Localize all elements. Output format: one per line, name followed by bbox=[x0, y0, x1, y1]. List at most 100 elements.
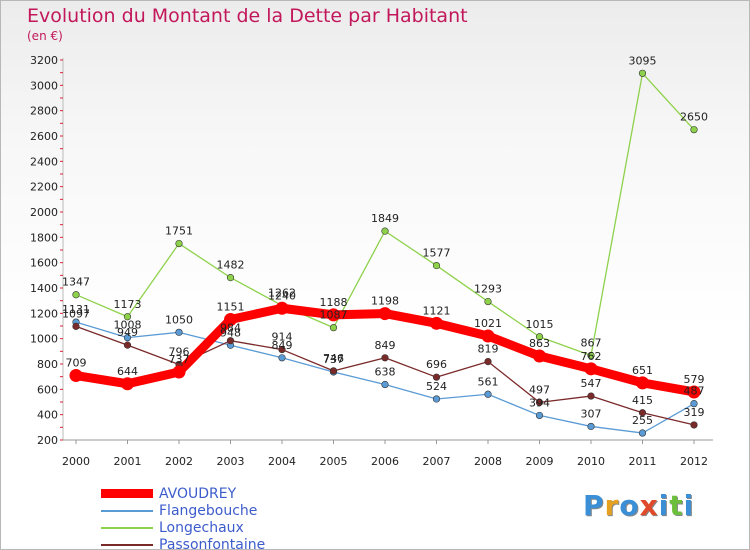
data-point-passonfontaine bbox=[72, 322, 80, 330]
data-label-flangebouche: 255 bbox=[632, 414, 653, 427]
y-tick-label: 2800 bbox=[30, 105, 58, 118]
x-tick-label: 2003 bbox=[217, 455, 245, 468]
data-label-passonfontaine: 819 bbox=[478, 343, 499, 356]
data-point-longechaux bbox=[226, 274, 235, 282]
data-label-flangebouche: 737 bbox=[323, 353, 344, 366]
y-tick-label: 200 bbox=[37, 434, 58, 447]
y-tick-label: 1000 bbox=[30, 333, 58, 346]
data-point-passonfontaine bbox=[535, 398, 544, 406]
data-point-longechaux bbox=[690, 126, 698, 134]
x-tick-label: 2006 bbox=[371, 455, 399, 468]
data-point-longechaux bbox=[123, 313, 132, 321]
data-label-avoudrey: 1188 bbox=[320, 296, 348, 309]
y-tick-label: 2400 bbox=[30, 155, 58, 168]
data-point-flangebouche bbox=[278, 354, 286, 362]
data-point-passonfontaine bbox=[381, 354, 389, 362]
data-label-flangebouche: 948 bbox=[220, 326, 241, 339]
value-labels: 1131 1008 1050 948 849 737 638 524 561 394 307 255 4… bbox=[62, 54, 708, 427]
data-point-flangebouche bbox=[123, 334, 132, 342]
x-tick-label: 2004 bbox=[268, 455, 296, 468]
y-tick-label: 2600 bbox=[30, 130, 58, 143]
data-point-flangebouche bbox=[638, 429, 647, 437]
y-tick-label: 800 bbox=[37, 358, 58, 371]
data-label-avoudrey: 762 bbox=[581, 350, 602, 363]
data-point-longechaux bbox=[72, 291, 80, 299]
data-point-avoudrey bbox=[481, 329, 495, 343]
data-point-flangebouche bbox=[535, 411, 544, 420]
legend-label: Longechaux bbox=[159, 519, 244, 536]
data-label-longechaux: 1849 bbox=[371, 212, 399, 225]
data-point-passonfontaine bbox=[432, 373, 441, 381]
data-label-passonfontaine: 746 bbox=[323, 352, 344, 365]
data-label-flangebouche: 849 bbox=[272, 339, 293, 352]
data-point-longechaux bbox=[175, 239, 183, 248]
data-point-longechaux bbox=[432, 261, 441, 270]
data-label-avoudrey: 863 bbox=[529, 337, 550, 350]
data-point-flangebouche bbox=[432, 395, 441, 403]
data-point-avoudrey bbox=[69, 369, 83, 383]
data-point-avoudrey bbox=[121, 377, 134, 391]
data-label-flangebouche: 487 bbox=[684, 385, 705, 398]
data-label-avoudrey: 1021 bbox=[474, 317, 502, 330]
legend-item: Flangebouche bbox=[101, 502, 265, 519]
data-label-passonfontaine: 319 bbox=[684, 406, 705, 419]
data-point-flangebouche bbox=[175, 328, 183, 336]
x-tick-label: 2001 bbox=[114, 455, 142, 468]
legend-item: Passonfontaine bbox=[101, 536, 266, 550]
data-label-longechaux: 867 bbox=[581, 337, 602, 350]
data-label-flangebouche: 638 bbox=[375, 366, 396, 379]
data-label-flangebouche: 307 bbox=[581, 407, 602, 420]
y-tick-label: 600 bbox=[37, 383, 58, 396]
data-label-avoudrey: 737 bbox=[169, 353, 190, 366]
y-tick-label: 2000 bbox=[30, 206, 58, 219]
data-label-longechaux: 1347 bbox=[62, 276, 90, 289]
proxiti-logo: Proxiti bbox=[583, 489, 695, 522]
data-point-passonfontaine bbox=[123, 341, 132, 349]
legend-swatch bbox=[101, 526, 153, 529]
data-point-passonfontaine bbox=[278, 345, 286, 354]
chart-subtitle: (en €) bbox=[27, 29, 63, 43]
data-point-avoudrey bbox=[224, 313, 237, 327]
data-point-avoudrey bbox=[533, 349, 546, 363]
data-point-longechaux bbox=[638, 69, 647, 77]
data-point-avoudrey bbox=[275, 301, 289, 315]
data-label-longechaux: 1577 bbox=[423, 247, 451, 260]
data-point-passonfontaine bbox=[690, 421, 698, 429]
legend-item: Longechaux bbox=[101, 519, 265, 536]
data-label-flangebouche: 1008 bbox=[114, 319, 142, 332]
data-label-avoudrey: 1151 bbox=[217, 301, 245, 314]
data-label-flangebouche: 394 bbox=[529, 396, 550, 409]
data-point-longechaux bbox=[587, 351, 595, 360]
data-label-flangebouche: 1131 bbox=[62, 303, 90, 316]
data-label-longechaux: 2650 bbox=[680, 111, 708, 124]
data-label-longechaux: 1087 bbox=[320, 309, 348, 322]
data-point-longechaux bbox=[484, 297, 492, 306]
data-point-avoudrey bbox=[172, 365, 186, 379]
x-tick-label: 2009 bbox=[526, 455, 554, 468]
data-point-longechaux bbox=[535, 333, 544, 341]
data-label-longechaux: 1482 bbox=[217, 259, 245, 272]
x-tick-label: 2007 bbox=[423, 455, 451, 468]
data-label-longechaux: 3095 bbox=[629, 54, 657, 67]
data-label-avoudrey: 1198 bbox=[371, 295, 399, 308]
data-point-avoudrey bbox=[430, 316, 443, 330]
data-point-flangebouche bbox=[587, 422, 595, 431]
data-label-avoudrey: 579 bbox=[684, 373, 705, 386]
data-point-avoudrey bbox=[636, 376, 649, 390]
data-label-passonfontaine: 796 bbox=[169, 346, 190, 359]
legend-swatch bbox=[101, 543, 153, 546]
legend-label: Passonfontaine bbox=[159, 536, 266, 550]
legend-swatch bbox=[101, 509, 153, 512]
data-label-flangebouche: 561 bbox=[478, 375, 499, 388]
data-point-passonfontaine bbox=[329, 367, 338, 375]
x-tick-label: 2010 bbox=[577, 455, 605, 468]
data-label-longechaux: 1015 bbox=[526, 318, 554, 331]
x-tick-label: 2011 bbox=[629, 455, 657, 468]
data-label-flangebouche: 524 bbox=[426, 380, 447, 393]
y-tick-label: 3000 bbox=[30, 79, 58, 92]
data-label-passonfontaine: 849 bbox=[375, 339, 396, 352]
data-point-longechaux bbox=[329, 324, 338, 332]
data-label-flangebouche: 1050 bbox=[165, 313, 193, 326]
data-label-avoudrey: 1240 bbox=[268, 289, 296, 302]
